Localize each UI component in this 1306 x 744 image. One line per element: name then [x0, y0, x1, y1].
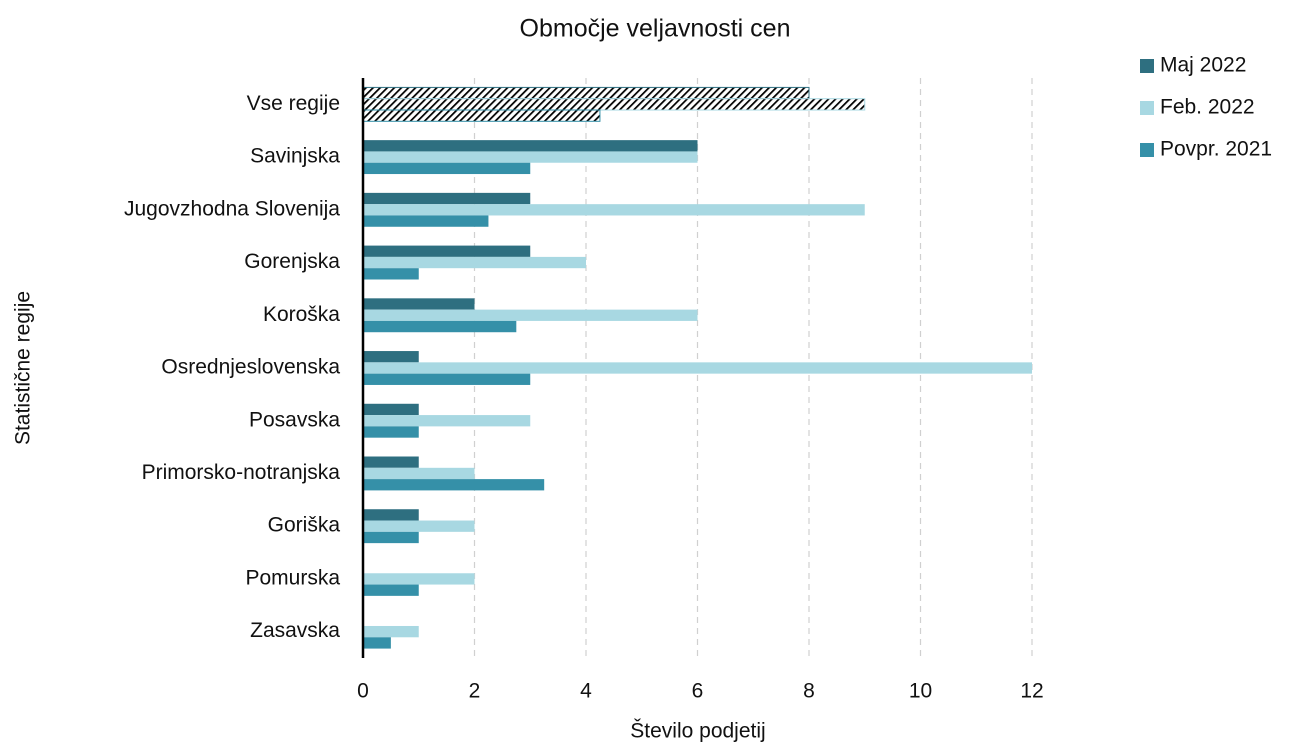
y-tick-label: Savinjska: [250, 145, 340, 168]
x-tick-label: 12: [1020, 680, 1043, 703]
bar: [363, 204, 865, 216]
bar: [363, 320, 517, 333]
bar: [363, 298, 475, 310]
bar: [363, 268, 419, 280]
bar: [363, 373, 531, 385]
y-axis-label: Statistične regije: [12, 291, 35, 445]
y-tick-label: Pomurska: [245, 566, 340, 589]
y-tick-label: Koroška: [263, 303, 340, 326]
bar: [363, 140, 698, 152]
bar: [363, 309, 698, 321]
bar: [363, 625, 419, 638]
y-tick-label: Zasavska: [250, 619, 340, 642]
y-tick-label: Posavska: [249, 408, 340, 431]
x-tick-label: 8: [803, 680, 815, 703]
legend-label: Povpr. 2021: [1160, 138, 1272, 161]
x-tick-label: 4: [580, 680, 592, 703]
bar: [363, 256, 586, 269]
bar: [363, 215, 489, 227]
x-axis-label: Število podjetij: [630, 720, 765, 743]
bar: [363, 362, 1032, 374]
x-tick-label: 0: [357, 680, 369, 703]
bar: [362, 98, 866, 111]
bar: [363, 403, 419, 416]
bar: [363, 245, 531, 257]
bar: [363, 637, 391, 649]
legend-swatch: [1140, 59, 1154, 73]
y-tick-label: Jugovzhodna Slovenija: [124, 197, 340, 220]
bar: [363, 573, 475, 585]
bar: [362, 86, 810, 100]
bar: [363, 351, 419, 363]
bar: [363, 509, 419, 521]
bar: [363, 479, 545, 491]
legend-label: Feb. 2022: [1160, 96, 1255, 119]
y-tick-label: Gorenjska: [244, 250, 340, 273]
bar: [363, 584, 419, 596]
legend-swatch: [1140, 143, 1154, 157]
legend-label: Maj 2022: [1160, 54, 1246, 77]
y-tick-label: Goriška: [268, 514, 341, 537]
x-tick-label: 10: [909, 680, 932, 703]
bar: [362, 109, 601, 122]
x-tick-label: 2: [469, 680, 481, 703]
y-tick-label: Osrednjeslovenska: [161, 356, 340, 379]
chart-title: Območje veljavnosti cen: [520, 15, 791, 43]
bar: [363, 426, 419, 438]
bar: [363, 162, 531, 175]
bar: [363, 520, 475, 532]
legend-swatch: [1140, 101, 1154, 115]
x-tick-label: 6: [692, 680, 704, 703]
bar: [363, 467, 475, 480]
bar: [363, 192, 531, 205]
bar: [363, 415, 531, 427]
y-tick-label: Primorsko-notranjska: [142, 461, 341, 484]
bar: [363, 456, 419, 468]
bar: [363, 151, 698, 163]
y-tick-label: Vse regije: [247, 92, 340, 115]
bar: [363, 531, 419, 544]
